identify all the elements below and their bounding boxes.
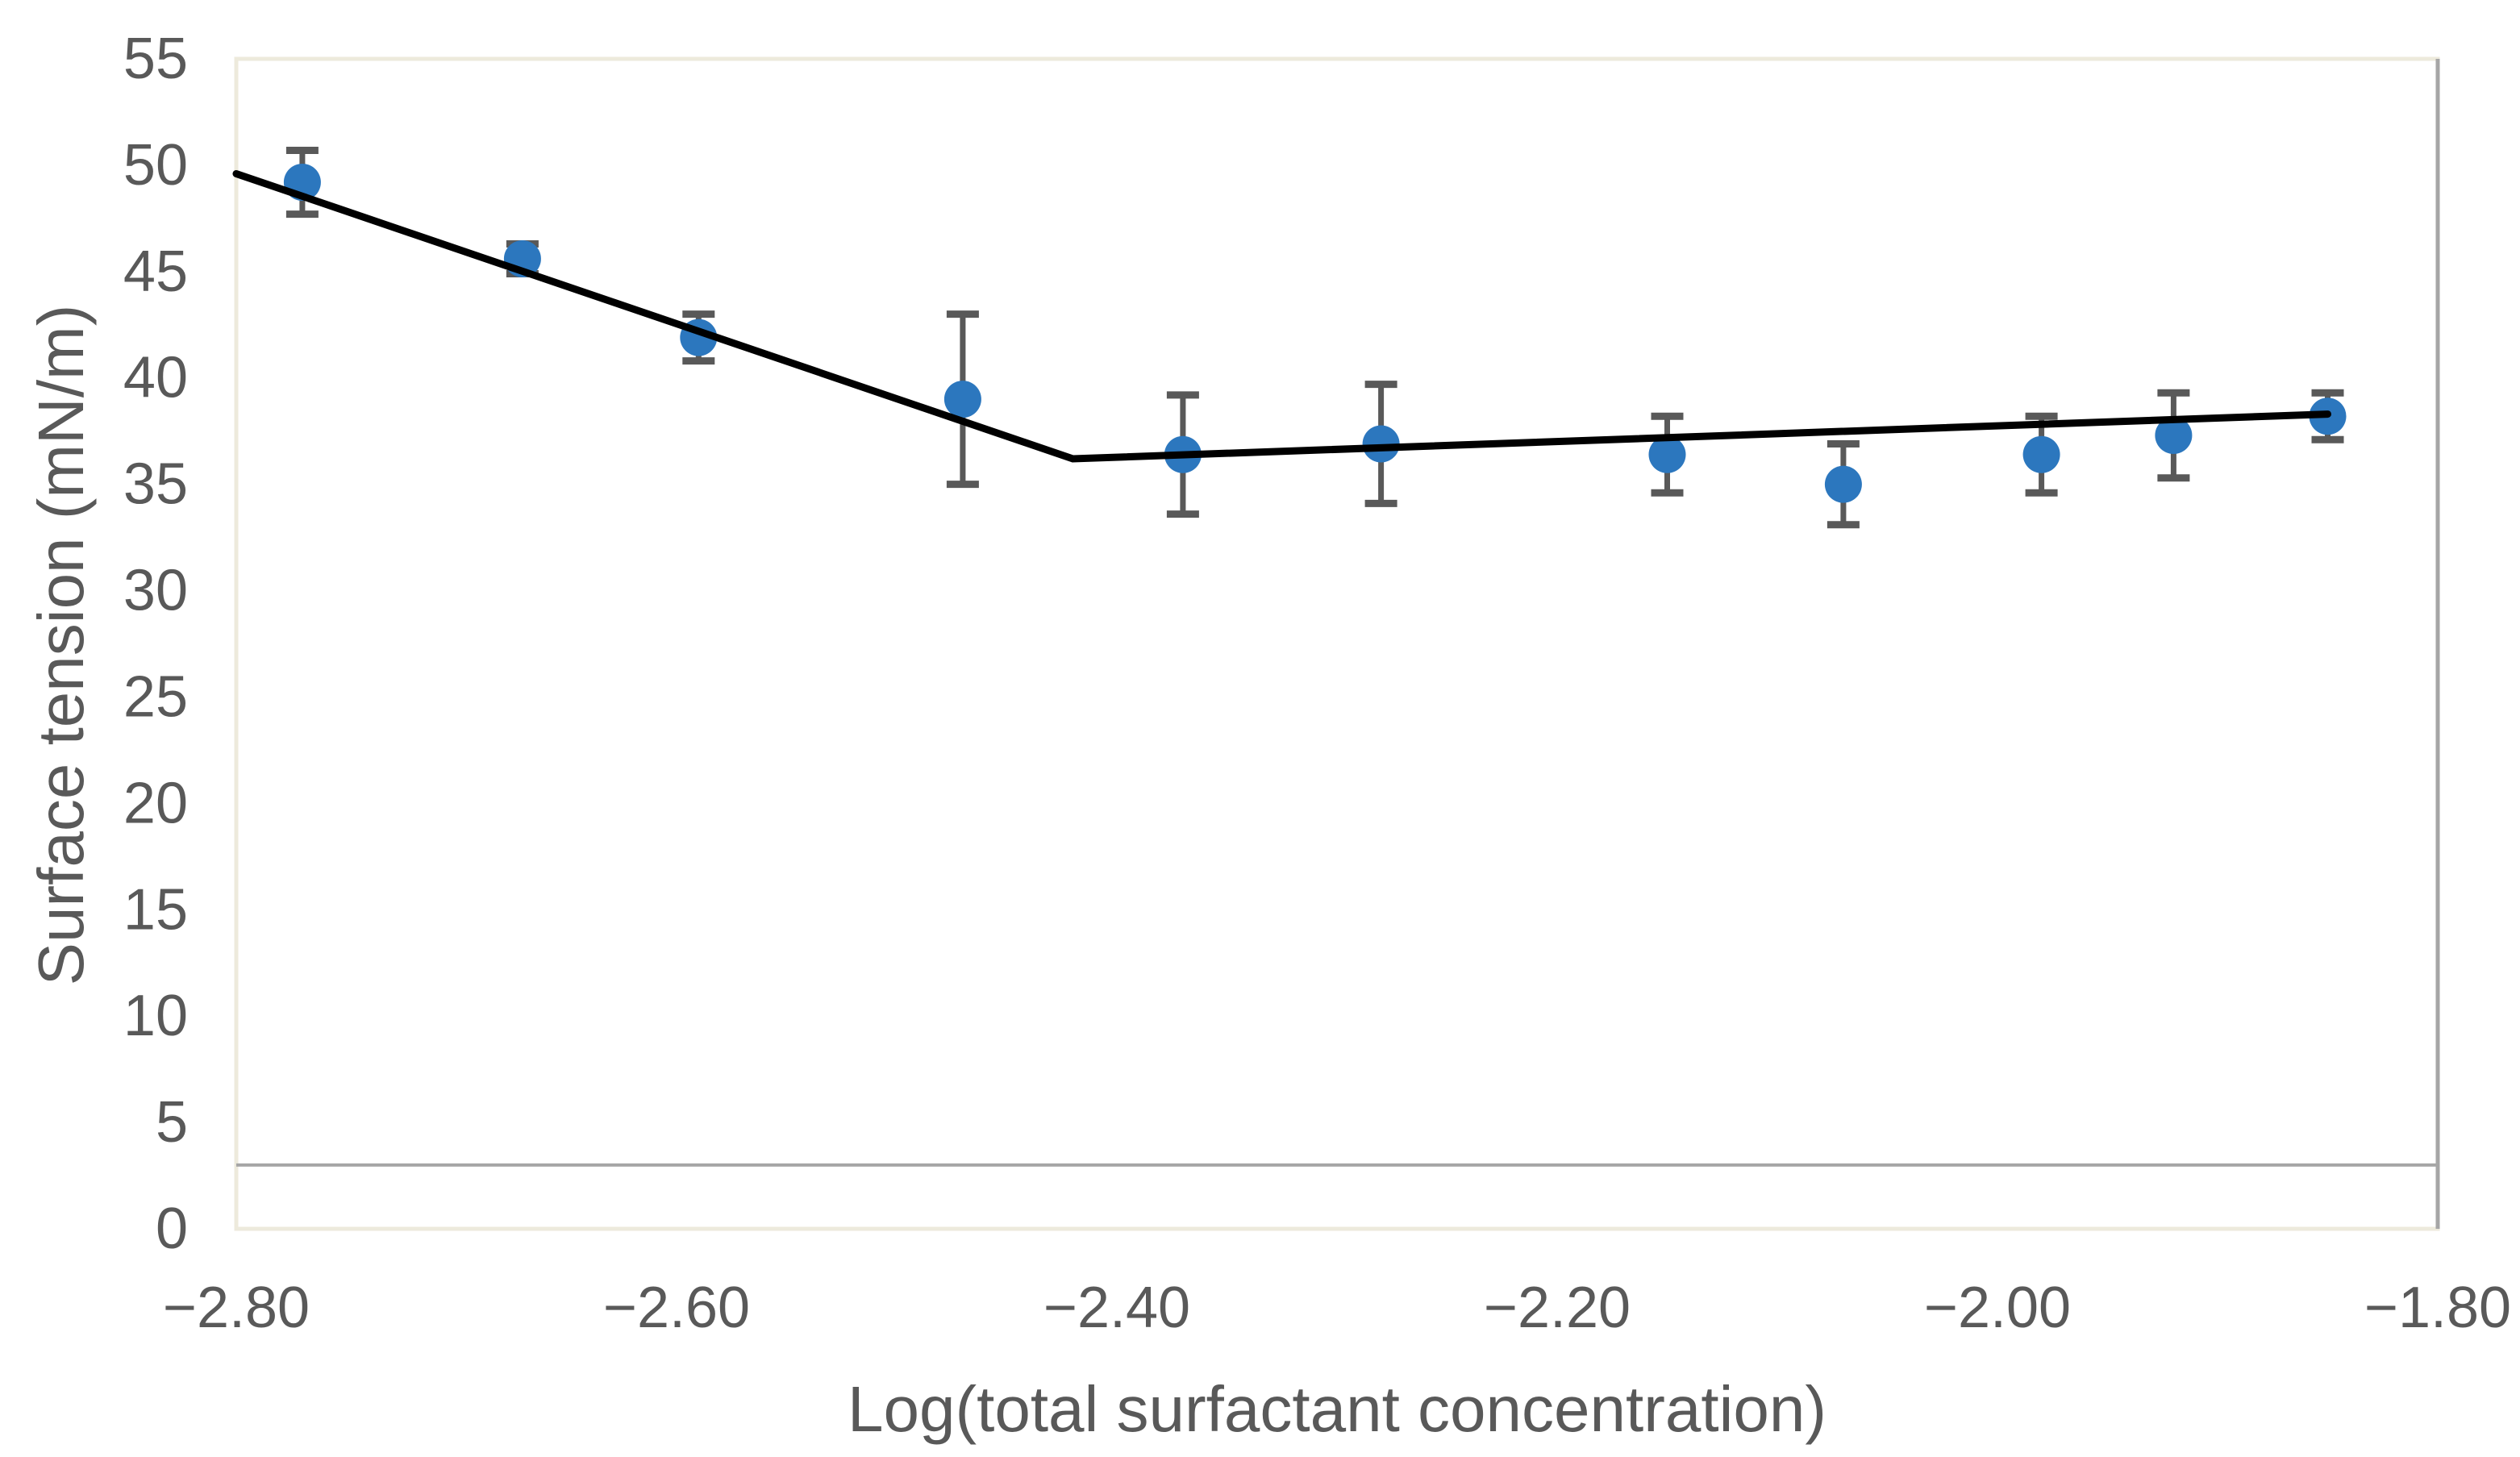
y-tick-label: 25 [123,664,188,729]
x-tick-label: −2.00 [1924,1276,2071,1340]
data-point-marker [1648,435,1686,473]
y-tick-label: 10 [123,984,188,1048]
y-tick-label: 5 [156,1090,188,1155]
x-axis-title: Log(total surfactant concentration) [847,1373,1827,1445]
y-tick-label: 45 [123,239,188,304]
plot-border [234,56,2440,1231]
x-tick-label: −2.40 [1043,1276,1190,1340]
data-point-marker [1824,465,1862,503]
fit-line [232,169,2331,463]
y-tick-label: 15 [123,877,188,942]
x-tick-label: −1.80 [2364,1276,2511,1340]
y-tick-label: 20 [123,771,188,835]
y-tick-label: 35 [123,452,188,517]
y-tick-label: 55 [123,27,188,91]
data-point-marker [2155,416,2193,454]
x-tick-label: −2.60 [603,1276,750,1340]
data-point-marker [1362,425,1400,463]
x-tick-label: −2.20 [1484,1276,1631,1340]
data-point-marker [2022,435,2060,473]
y-tick-label: 30 [123,559,188,623]
y-tick-label: 50 [123,133,188,198]
data-point-marker [943,381,981,418]
y-tick-label: 0 [156,1197,188,1261]
y-tick-label: 40 [123,346,188,410]
y-axis-title: Surface tension (mN/m) [25,304,97,986]
x-tick-label: −2.80 [163,1276,310,1340]
